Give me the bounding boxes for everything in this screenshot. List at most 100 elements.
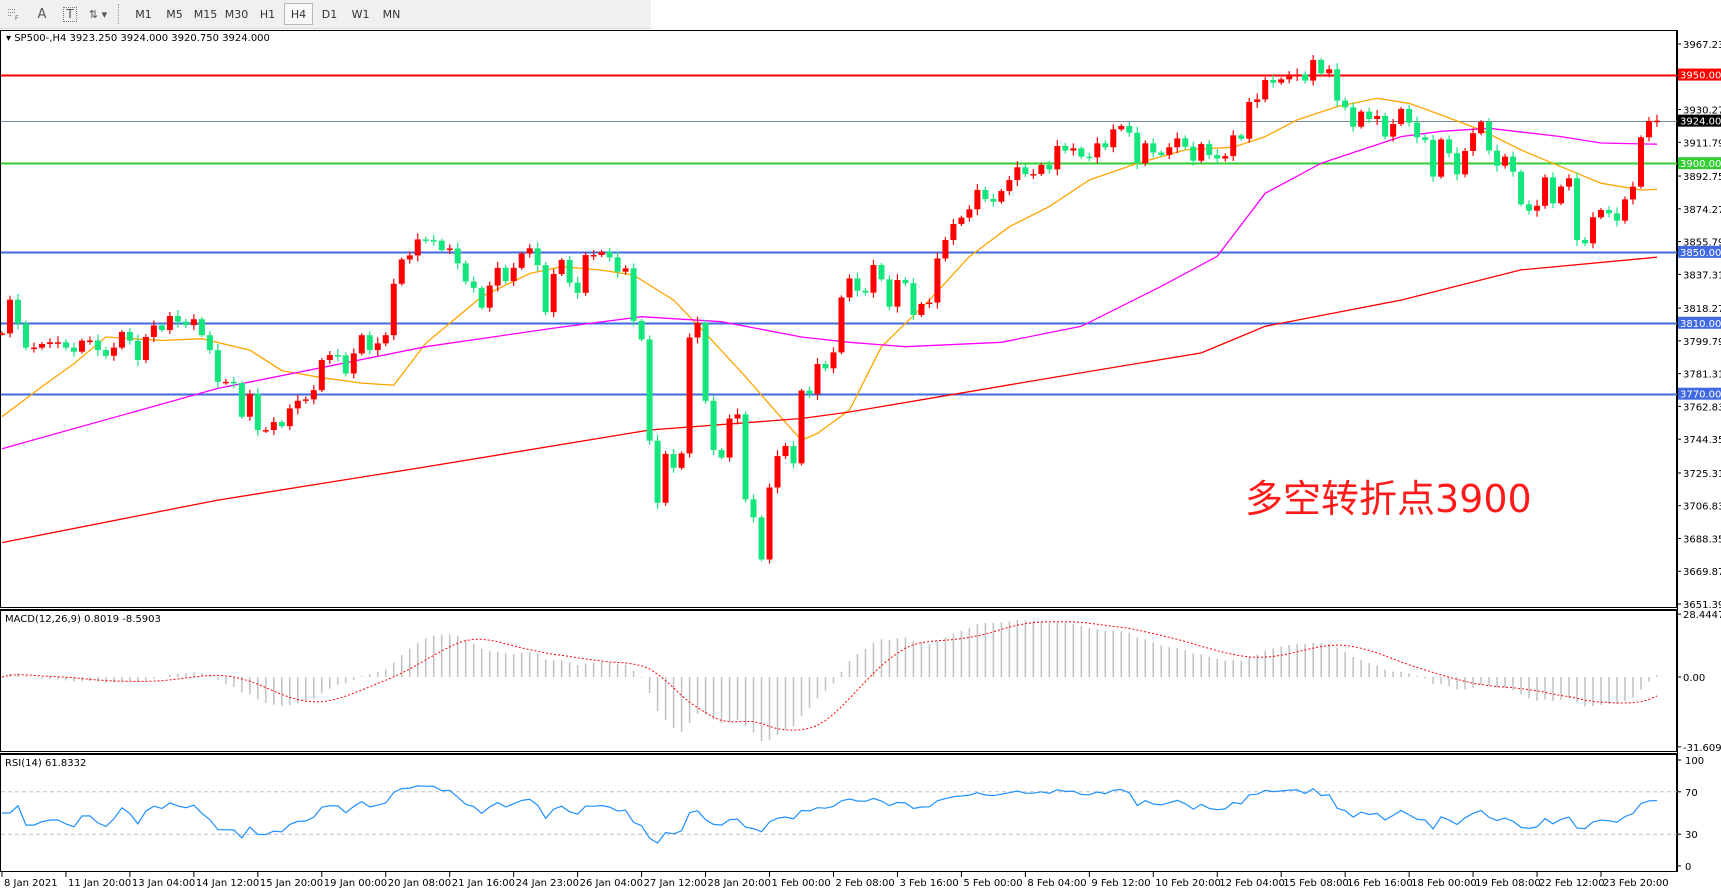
candle-body <box>966 209 973 218</box>
candle-body <box>1502 156 1509 166</box>
candle-body <box>790 446 797 464</box>
timeframe-h1[interactable]: H1 <box>259 7 276 21</box>
candle-body <box>694 322 701 338</box>
time-tick-label: 3 Feb 16:00 <box>899 878 958 889</box>
candle-body <box>1558 186 1565 204</box>
rsi-tick-label: 30 <box>1685 830 1698 841</box>
candle-body <box>1110 129 1117 148</box>
candle-body <box>0 333 5 335</box>
candle-body <box>1198 144 1205 161</box>
candle-body <box>14 299 21 324</box>
timeframe-m1[interactable]: M1 <box>135 7 152 21</box>
timeframe-mn[interactable]: MN <box>382 7 401 21</box>
candle-body <box>406 255 413 260</box>
price-tick-label: 3911.790 <box>1683 138 1721 149</box>
macd-tick-label: 0.00 <box>1683 673 1705 684</box>
price-tag-label: 3810.000 <box>1680 319 1721 330</box>
candle-body <box>278 422 285 427</box>
price-tick-label: 3892.750 <box>1683 172 1721 183</box>
timeframe-m15[interactable]: M15 <box>193 7 218 21</box>
candle-body <box>1134 132 1141 164</box>
timeframe-d1[interactable]: D1 <box>321 7 338 21</box>
price-tag-bg <box>1678 114 1721 127</box>
candle-body <box>142 336 149 361</box>
candle-body <box>1374 116 1381 120</box>
candle-body <box>1598 210 1604 218</box>
candle-body <box>798 390 805 464</box>
candle-body <box>1342 100 1349 108</box>
candle-body <box>782 446 789 457</box>
candle-body <box>950 224 957 240</box>
timeframe-h4[interactable]: H4 <box>284 3 313 25</box>
candle-body <box>806 390 813 395</box>
candle-body <box>134 340 141 361</box>
candle-body <box>230 381 237 384</box>
candle-body <box>1094 143 1101 158</box>
candle-body <box>838 297 845 353</box>
candle-body <box>670 453 677 468</box>
candle-body <box>414 239 421 256</box>
candle-body <box>614 257 621 272</box>
candle-body <box>350 353 357 374</box>
candle-body <box>502 267 509 282</box>
text-label-tool-label: T <box>63 6 77 22</box>
candle-body <box>1206 144 1213 156</box>
time-tick-label: 22 Feb 12:00 <box>1539 878 1605 889</box>
price-tick-label: 3706.830 <box>1683 502 1721 513</box>
candle-body <box>1294 74 1301 76</box>
text-label-icon[interactable]: T <box>57 3 83 25</box>
text-a-icon[interactable]: A <box>29 3 55 25</box>
candle-body <box>854 278 861 291</box>
price-tag-bg <box>1678 245 1721 258</box>
price-tick-label: 3744.350 <box>1683 435 1721 446</box>
candle-body <box>574 282 581 293</box>
grid-properties-icon[interactable]: F <box>1 3 27 25</box>
collapse-triangle-icon[interactable]: ▾ <box>6 33 14 44</box>
price-tick-label: 3669.870 <box>1683 567 1721 578</box>
price-tag-bg <box>1678 316 1721 329</box>
candle-body <box>870 264 877 293</box>
candle-body <box>1318 60 1325 74</box>
arrows-dropdown-icon[interactable]: ⇅ ▾ <box>88 7 108 21</box>
symbol-header: ▾ SP500-,H4 3923.250 3924.000 3920.750 3… <box>6 33 270 44</box>
candle-body <box>1446 139 1453 154</box>
timeframe-m30[interactable]: M30 <box>224 7 249 21</box>
time-tick-label: 28 Jan 20:00 <box>708 878 771 889</box>
price-tick-label: 3930.270 <box>1683 106 1721 117</box>
symbol-ohlc-readout: SP500-,H4 3923.250 3924.000 3920.750 392… <box>14 33 270 44</box>
rsi-line <box>2 785 1658 844</box>
candle-body <box>1142 143 1149 164</box>
candle-body <box>942 239 949 259</box>
candle-body <box>742 414 749 500</box>
candle-body <box>166 316 173 331</box>
candle-body <box>606 251 613 258</box>
rsi-tick-label: 70 <box>1685 788 1698 799</box>
candle-body <box>1270 80 1277 83</box>
candle-body <box>118 331 125 348</box>
candle-body <box>358 335 365 354</box>
candle-body <box>334 355 341 357</box>
candle-body <box>478 287 485 308</box>
candle-body <box>422 239 429 241</box>
candle-body <box>1158 152 1165 156</box>
candle-body <box>1222 156 1229 159</box>
candle-body <box>102 350 109 356</box>
candle-body <box>1230 135 1237 157</box>
toolbar-separator <box>118 4 122 24</box>
rsi-pane-border <box>0 754 1677 872</box>
time-tick-label: 19 Jan 00:00 <box>324 878 387 889</box>
candle-body <box>1382 116 1389 137</box>
candle-body <box>1278 79 1285 83</box>
price-tick-label: 3781.310 <box>1683 370 1721 381</box>
candle-body <box>1510 156 1517 172</box>
timeframe-m5[interactable]: M5 <box>166 7 183 21</box>
time-tick-label: 2 Feb 08:00 <box>835 878 894 889</box>
timeframe-w1[interactable]: W1 <box>351 7 370 21</box>
time-tick-label: 14 Jan 12:00 <box>196 878 259 889</box>
time-tick-label: 26 Jan 04:00 <box>580 878 643 889</box>
candle-body <box>30 347 37 350</box>
time-tick-label: 24 Jan 23:00 <box>516 878 579 889</box>
candle-body <box>862 290 869 293</box>
candle-body <box>206 335 213 351</box>
